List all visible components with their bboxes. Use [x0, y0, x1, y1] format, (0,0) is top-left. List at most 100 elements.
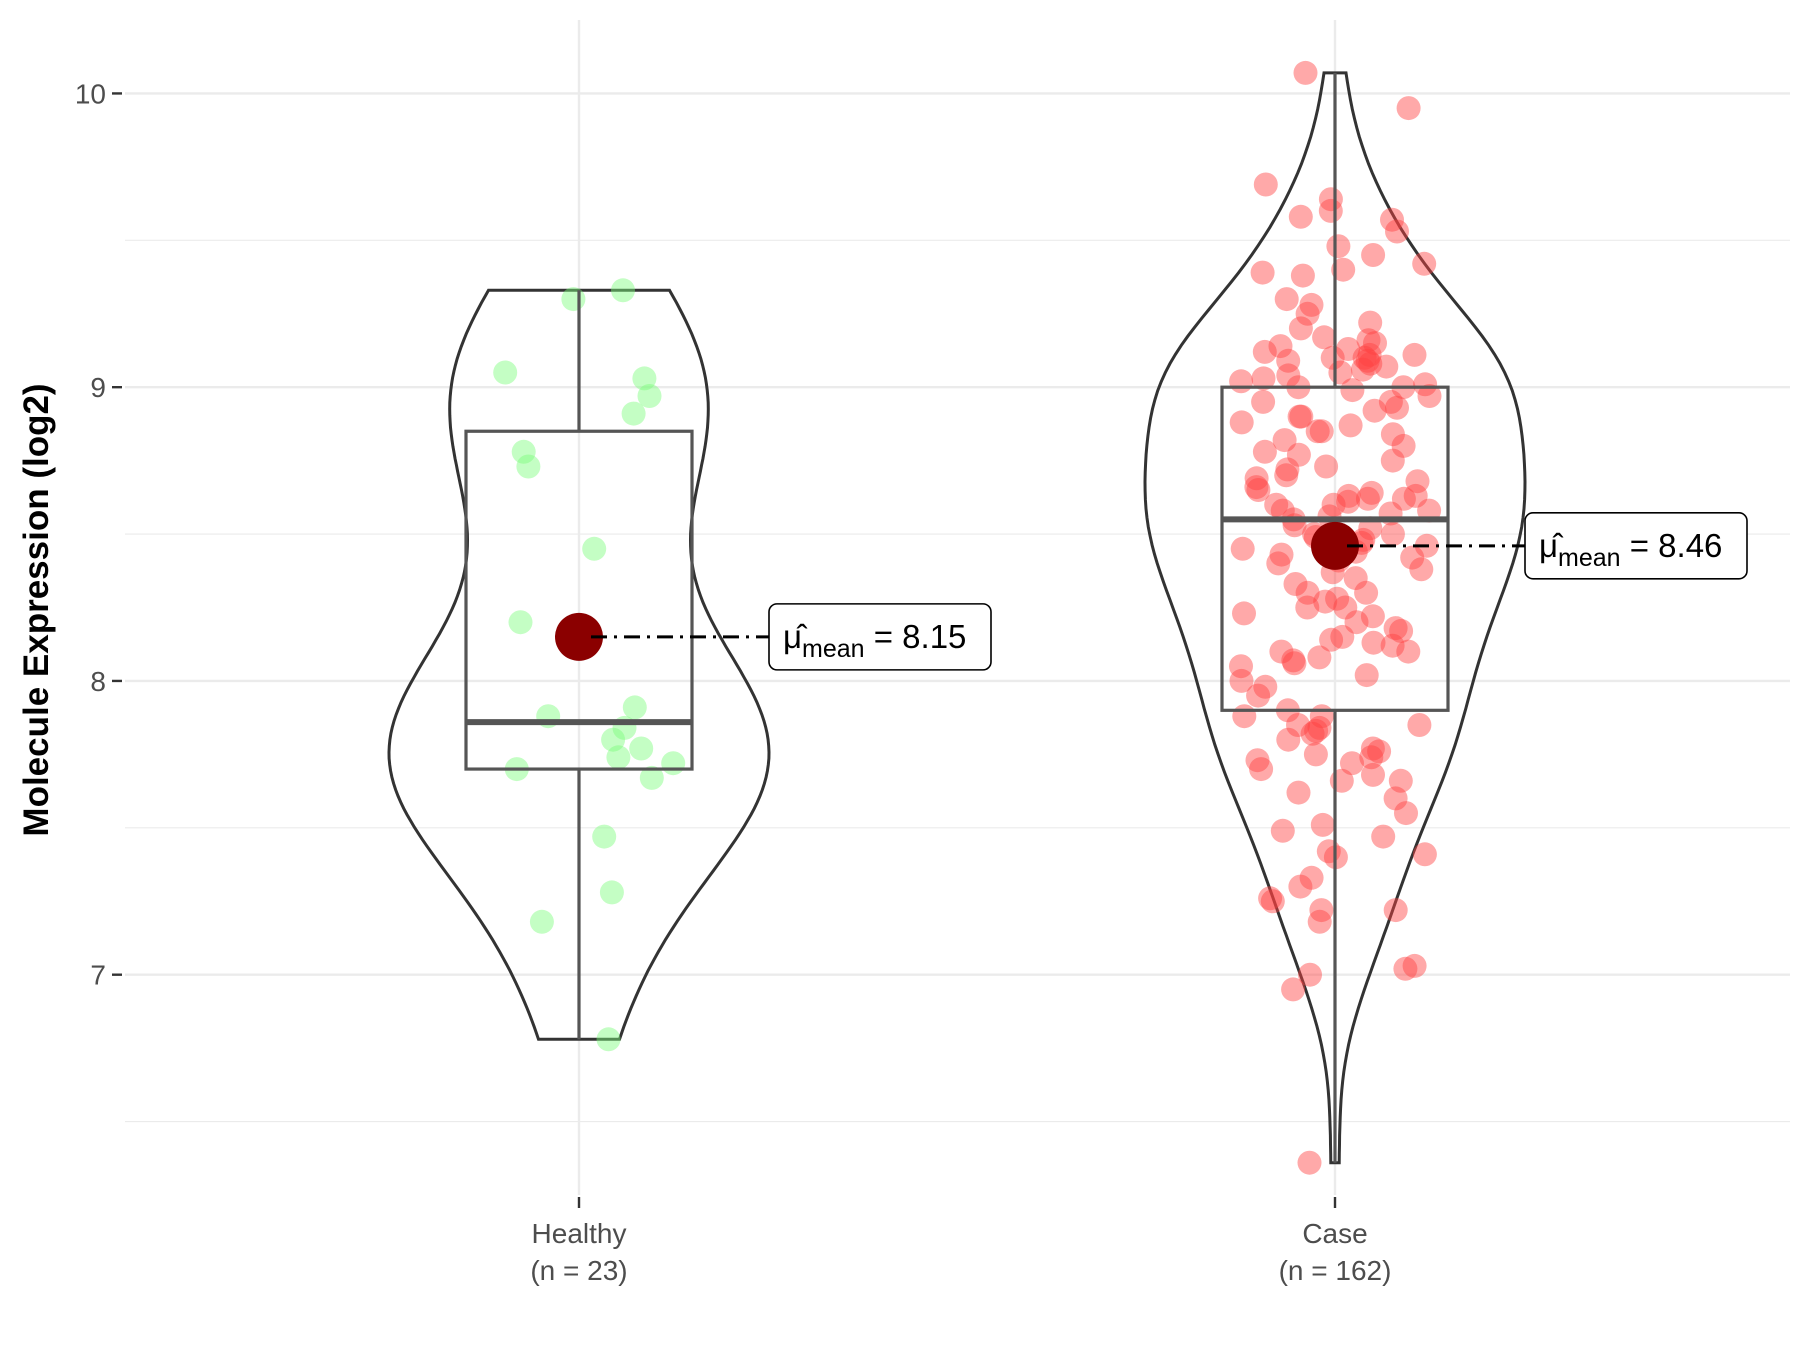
data-point: [1251, 366, 1276, 391]
data-point: [1309, 898, 1334, 923]
data-point: [1402, 342, 1427, 367]
data-point: [1360, 736, 1385, 761]
data-point: [1270, 818, 1295, 843]
data-point: [592, 824, 617, 849]
data-point: [1361, 630, 1386, 655]
data-point: [1276, 348, 1301, 373]
data-point: [1380, 422, 1405, 447]
data-point: [1412, 251, 1437, 276]
data-point: [493, 360, 518, 385]
data-point: [1378, 389, 1403, 414]
mean-value: = 8.46: [1621, 527, 1723, 564]
data-point: [1298, 962, 1322, 987]
data-point: [1305, 419, 1330, 444]
data-point: [1264, 492, 1289, 517]
data-point: [1274, 287, 1299, 312]
data-point: [1383, 898, 1408, 923]
axis-layer: 7 8 9 10 Healthy (n = 23) Case (n = 162): [75, 78, 1392, 1286]
x-tick-n-label: (n = 23): [530, 1255, 627, 1286]
data-point: [1336, 483, 1361, 508]
data-point: [1405, 469, 1430, 494]
data-point: [1295, 301, 1320, 326]
data-point: [1283, 572, 1308, 596]
data-point: [1318, 187, 1343, 212]
data-point: [1340, 378, 1365, 403]
y-tick-label: 8: [90, 666, 106, 697]
data-point: [1356, 328, 1381, 353]
data-point: [1312, 325, 1337, 350]
data-point: [1299, 292, 1324, 317]
data-point: [1321, 492, 1346, 517]
data-point: [1309, 704, 1334, 729]
x-tick-label-case: Case: [1302, 1218, 1367, 1249]
data-point: [606, 745, 631, 770]
data-point: [1244, 466, 1269, 491]
data-point: [1320, 345, 1345, 370]
data-point: [622, 695, 647, 720]
data-point: [1358, 310, 1383, 335]
data-point: [1340, 751, 1364, 776]
data-point: [516, 454, 541, 479]
data-point: [1330, 624, 1355, 649]
data-point: [1326, 234, 1351, 259]
data-point: [1290, 263, 1315, 288]
data-point: [1318, 198, 1343, 223]
data-point: [1229, 668, 1254, 693]
data-point: [661, 751, 686, 776]
violin-layer: [387, 71, 1527, 1165]
data-point: [1336, 337, 1361, 361]
data-point: [1350, 357, 1375, 382]
data-point: [1269, 639, 1294, 664]
data-point: [1316, 839, 1341, 864]
data-point: [1402, 953, 1427, 978]
data-point: [1309, 419, 1334, 444]
data-point: [599, 880, 624, 905]
data-point: [1304, 718, 1329, 743]
data-point: [1300, 721, 1325, 746]
x-tick-n-label: (n = 162): [1279, 1255, 1392, 1286]
data-point: [1307, 715, 1332, 740]
data-point: [596, 1027, 621, 1052]
data-point: [1244, 475, 1269, 500]
data-point: [1358, 351, 1383, 376]
data-point: [1380, 207, 1404, 232]
data-point: [1310, 812, 1335, 837]
mean-subscript: mean: [1558, 544, 1621, 572]
data-point: [621, 401, 646, 426]
data-point: [1380, 633, 1405, 658]
data-point: [1246, 683, 1271, 708]
data-point: [511, 439, 536, 464]
data-point: [1303, 742, 1328, 767]
data-point: [1336, 489, 1361, 514]
data-point: [1272, 428, 1297, 453]
data-point: [1293, 60, 1318, 85]
data-point: [1400, 545, 1425, 570]
data-point: [1286, 780, 1311, 805]
data-point: [1359, 480, 1384, 505]
data-point: [582, 536, 607, 561]
data-point: [1245, 748, 1270, 773]
mean-point: [555, 612, 603, 661]
data-point: [1388, 768, 1413, 793]
data-point: [1413, 372, 1438, 397]
data-point: [1268, 334, 1293, 359]
data-point: [1253, 172, 1278, 197]
data-point: [1361, 762, 1385, 787]
data-point: [1354, 663, 1379, 688]
data-point: [1297, 1150, 1322, 1175]
data-point: [601, 727, 626, 752]
data-point: [1371, 824, 1396, 849]
data-point: [1385, 219, 1409, 244]
data-point: [1394, 801, 1418, 826]
data-point: [1331, 257, 1356, 282]
data-point: [1352, 345, 1377, 370]
x-tick-label-healthy: Healthy: [532, 1218, 627, 1249]
data-point: [1333, 595, 1358, 620]
data-point: [1417, 384, 1442, 408]
data-point: [1287, 404, 1312, 429]
data-point: [1260, 889, 1285, 914]
data-point: [629, 736, 654, 761]
mean-subscript: mean: [802, 635, 865, 663]
data-point: [1288, 874, 1313, 899]
